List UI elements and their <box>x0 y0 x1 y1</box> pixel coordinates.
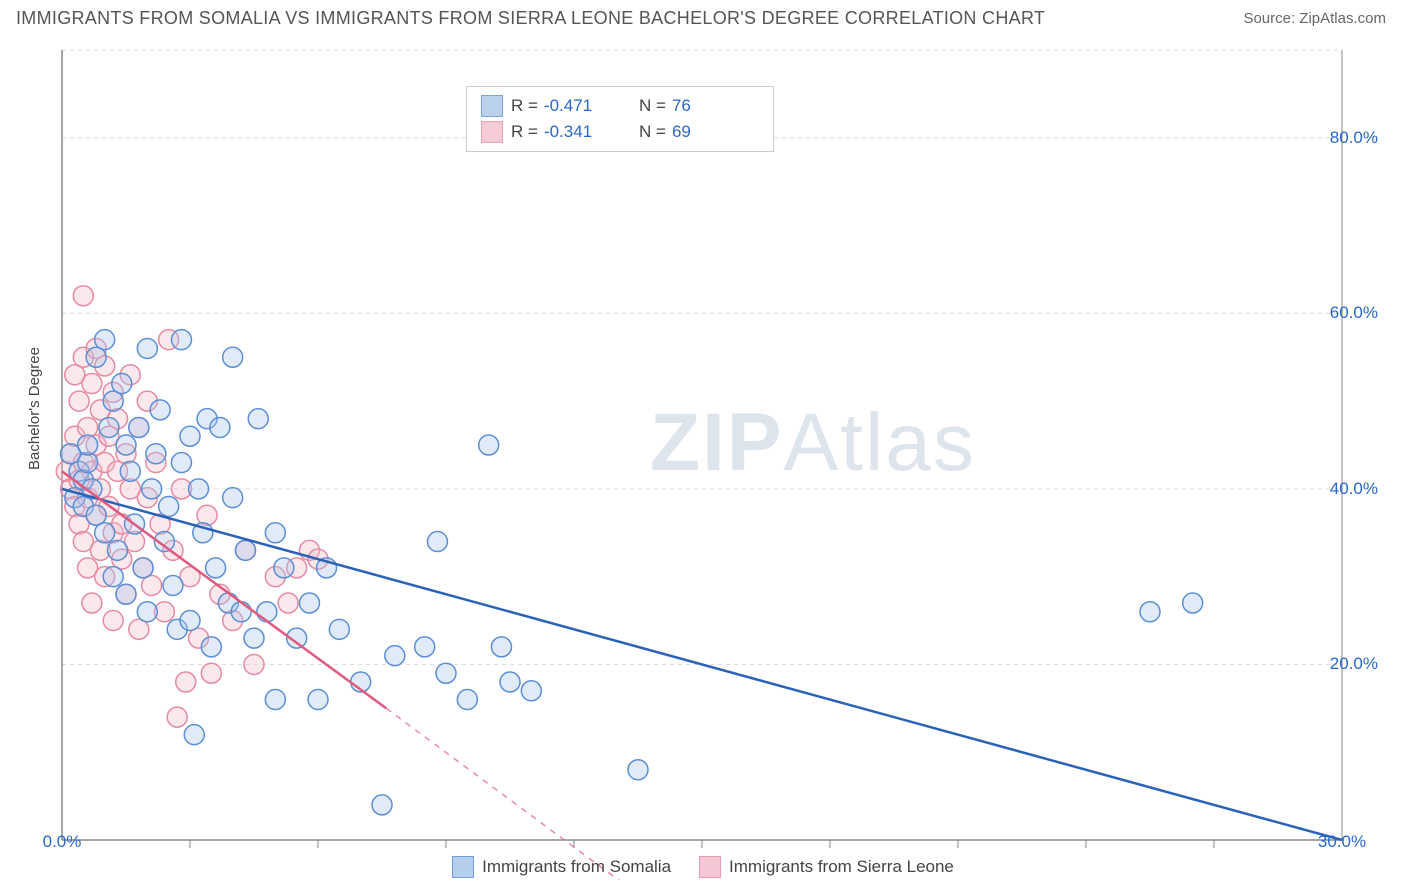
legend-r-value: R = -0.341 <box>511 122 631 142</box>
legend-swatch-icon <box>481 95 503 117</box>
legend-stat-row: R = -0.471 N = 76 <box>481 93 759 119</box>
legend-series: Immigrants from Somalia Immigrants from S… <box>16 856 1390 878</box>
y-tick-label: 40.0% <box>1330 479 1378 499</box>
x-tick-label: 30.0% <box>1318 832 1366 852</box>
legend-series-label: Immigrants from Somalia <box>482 857 671 877</box>
legend-stats-box: R = -0.471 N = 76 R = -0.341 N = 69 <box>466 86 774 152</box>
legend-series-item: Immigrants from Somalia <box>452 856 671 878</box>
legend-swatch-icon <box>452 856 474 878</box>
chart-canvas <box>16 40 1390 880</box>
legend-n-value: N = 69 <box>639 122 759 142</box>
legend-r-value: R = -0.471 <box>511 96 631 116</box>
y-axis-label: Bachelor's Degree <box>26 347 43 470</box>
y-tick-label: 20.0% <box>1330 654 1378 674</box>
legend-n-value: N = 76 <box>639 96 759 116</box>
legend-swatch-icon <box>481 121 503 143</box>
y-tick-label: 80.0% <box>1330 128 1378 148</box>
legend-series-label: Immigrants from Sierra Leone <box>729 857 954 877</box>
legend-series-item: Immigrants from Sierra Leone <box>699 856 954 878</box>
source-attribution: Source: ZipAtlas.com <box>1243 10 1386 27</box>
legend-stat-row: R = -0.341 N = 69 <box>481 119 759 145</box>
y-tick-label: 60.0% <box>1330 303 1378 323</box>
legend-swatch-icon <box>699 856 721 878</box>
chart-title: IMMIGRANTS FROM SOMALIA VS IMMIGRANTS FR… <box>16 8 1045 29</box>
x-tick-label: 0.0% <box>43 832 82 852</box>
scatter-chart: ZIPAtlas Bachelor's Degree R = -0.471N =… <box>16 40 1390 880</box>
